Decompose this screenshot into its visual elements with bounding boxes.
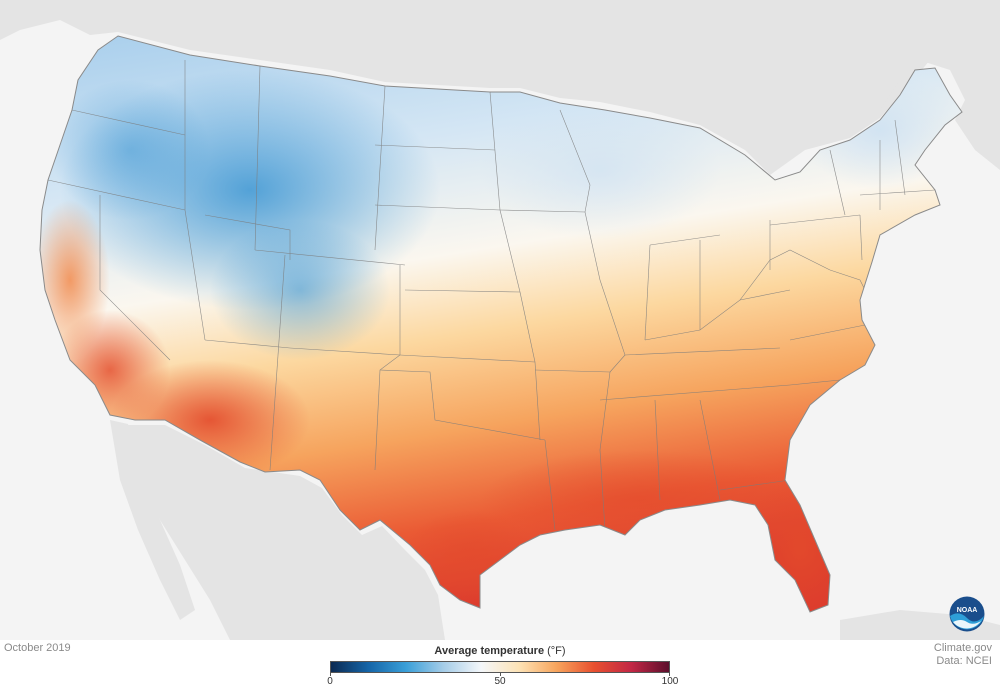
credit-source: Data: NCEI (936, 655, 992, 667)
legend-tick-label: 50 (494, 676, 506, 687)
state-boundaries (47, 60, 936, 531)
legend-tick-label: 100 (661, 676, 679, 687)
date-label: October 2019 (4, 642, 71, 654)
map-canvas (0, 0, 1000, 640)
legend-title: Average temperature (°F) (330, 645, 670, 657)
temperature-map: NOAA (0, 0, 1000, 640)
baja-peninsula (110, 420, 195, 620)
credit-site: Climate.gov (933, 642, 992, 654)
legend-tick-mark (330, 672, 331, 676)
legend-title-text: Average temperature (434, 645, 545, 657)
mexico-land (120, 425, 445, 640)
map-footer: October 2019 Average temperature (°F) 0 5… (0, 640, 1000, 690)
legend-tick-label: 0 (327, 676, 333, 687)
canada-land-east (780, 0, 1000, 170)
canada-land (0, 0, 1000, 175)
legend-tick-mark (669, 672, 670, 676)
noaa-logo: NOAA (949, 596, 985, 632)
legend-tick-mark (500, 672, 501, 676)
legend-unit: (°F) (547, 645, 566, 657)
noaa-logo-text: NOAA (957, 607, 978, 614)
